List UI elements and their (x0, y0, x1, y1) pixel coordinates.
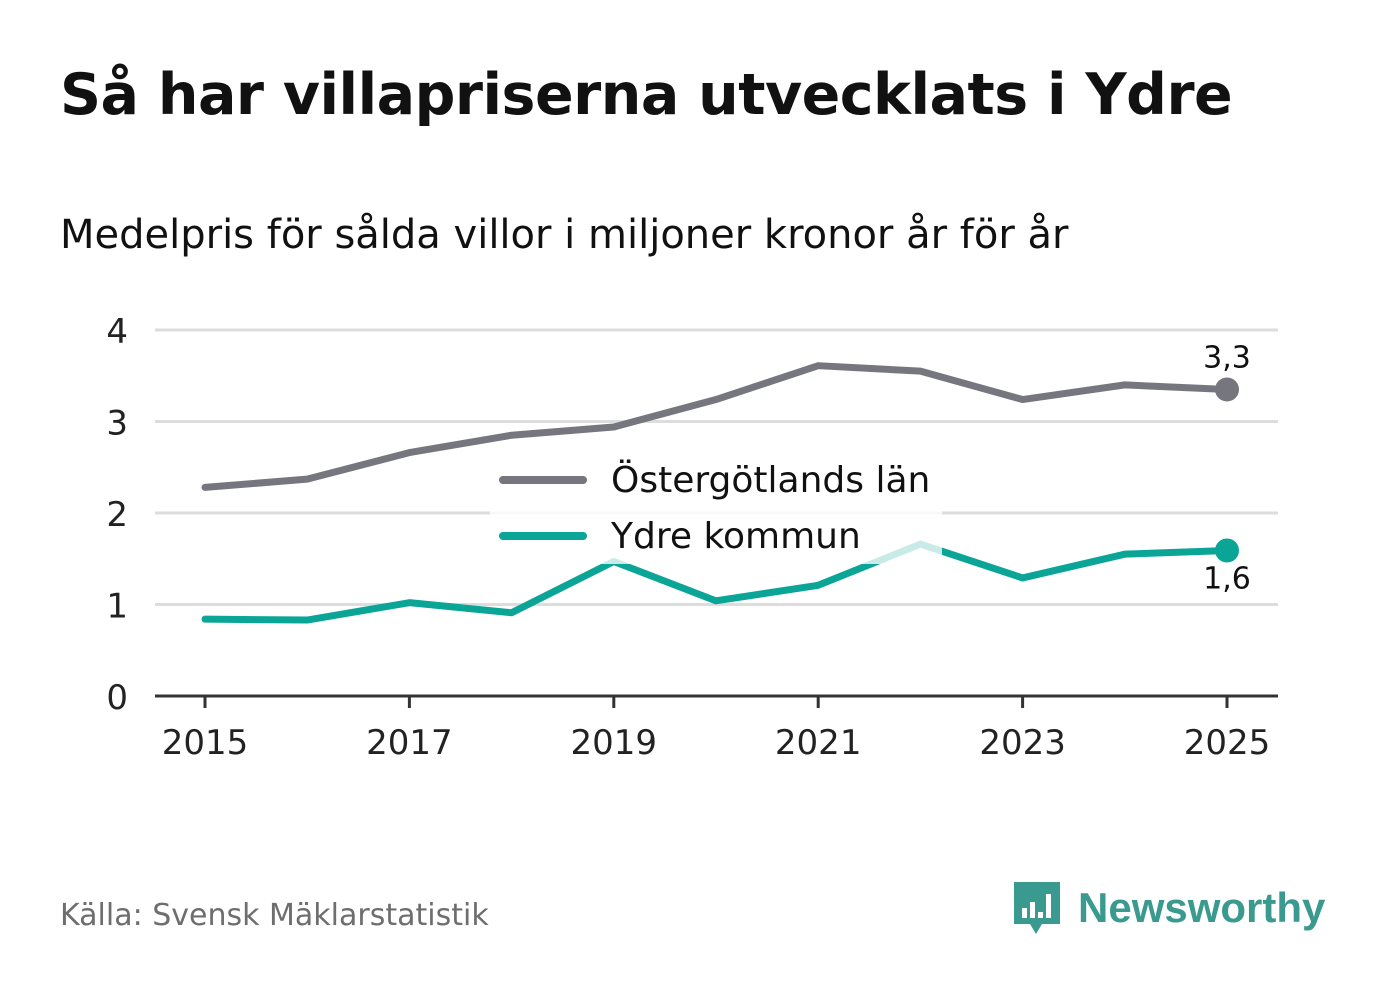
y-tick-label: 1 (106, 587, 128, 627)
y-tick-label: 2 (106, 495, 128, 535)
x-tick-label: 2021 (775, 723, 862, 763)
x-tick-label: 2017 (366, 723, 453, 763)
y-tick-label: 0 (106, 678, 128, 718)
legend-background (490, 448, 942, 564)
brand-logo: Newsworthy (1010, 878, 1325, 938)
bar-chart-speech-bubble-icon (1014, 882, 1060, 934)
end-labels: 3,3 1,6 (1203, 340, 1251, 596)
y-axis-ticks: 0 1 2 3 4 (106, 312, 128, 718)
end-value-label: 3,3 (1203, 340, 1251, 375)
brand-name: Newsworthy (1078, 884, 1326, 931)
legend-label-kommun: Ydre kommun (610, 516, 861, 557)
chart-series (201, 362, 1239, 624)
legend: Östergötlands län Ydre kommun (490, 448, 942, 564)
x-tick-label: 2015 (162, 723, 249, 763)
y-tick-label: 3 (106, 404, 128, 444)
y-tick-label: 4 (106, 312, 128, 352)
legend-label-lan: Östergötlands län (611, 459, 930, 501)
end-point (1215, 377, 1239, 402)
x-tick-label: 2019 (571, 723, 658, 763)
end-point (1215, 538, 1239, 563)
end-value-label: 1,6 (1203, 562, 1251, 597)
chart-subtitle: Medelpris för sålda villor i miljoner kr… (60, 212, 1069, 258)
source-note: Källa: Svensk Mäklarstatistik (60, 898, 489, 933)
x-tick-label: 2023 (979, 723, 1066, 763)
x-tick-label: 2025 (1184, 723, 1271, 763)
chart-title: Så har villapriserna utvecklats i Ydre (60, 62, 1233, 128)
x-axis-ticks: 2015 2017 2019 2021 2023 2025 (162, 696, 1271, 763)
